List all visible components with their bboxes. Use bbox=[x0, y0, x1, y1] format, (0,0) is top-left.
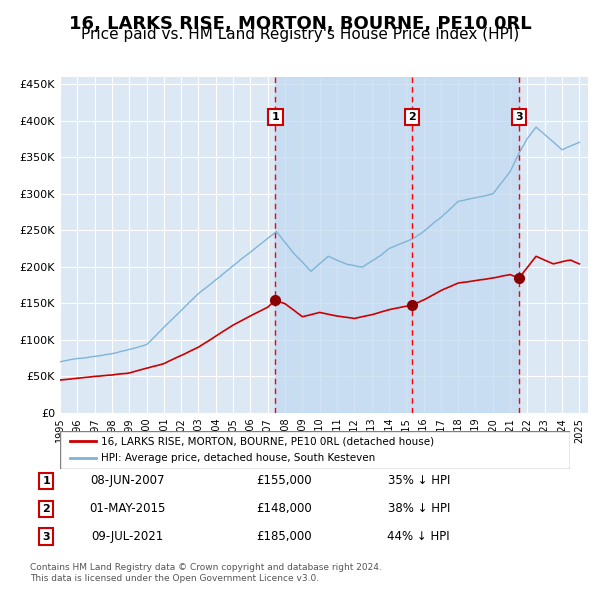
Text: 35% ↓ HPI: 35% ↓ HPI bbox=[388, 474, 450, 487]
Text: 3: 3 bbox=[515, 112, 523, 122]
Text: 16, LARKS RISE, MORTON, BOURNE, PE10 0RL (detached house): 16, LARKS RISE, MORTON, BOURNE, PE10 0RL… bbox=[101, 437, 434, 447]
Text: £185,000: £185,000 bbox=[256, 530, 311, 543]
Text: 2: 2 bbox=[43, 504, 50, 514]
Text: Contains HM Land Registry data © Crown copyright and database right 2024.
This d: Contains HM Land Registry data © Crown c… bbox=[30, 563, 382, 583]
Text: £148,000: £148,000 bbox=[256, 502, 311, 516]
Text: 09-JUL-2021: 09-JUL-2021 bbox=[91, 530, 163, 543]
FancyBboxPatch shape bbox=[60, 431, 570, 469]
Text: 1: 1 bbox=[271, 112, 279, 122]
Text: 08-JUN-2007: 08-JUN-2007 bbox=[90, 474, 164, 487]
Text: 44% ↓ HPI: 44% ↓ HPI bbox=[388, 530, 450, 543]
Text: £155,000: £155,000 bbox=[256, 474, 311, 487]
Text: 16, LARKS RISE, MORTON, BOURNE, PE10 0RL: 16, LARKS RISE, MORTON, BOURNE, PE10 0RL bbox=[68, 15, 532, 33]
Text: 2: 2 bbox=[408, 112, 416, 122]
Text: 38% ↓ HPI: 38% ↓ HPI bbox=[388, 502, 450, 516]
Text: HPI: Average price, detached house, South Kesteven: HPI: Average price, detached house, Sout… bbox=[101, 453, 375, 463]
Bar bbox=[275, 77, 519, 413]
Text: 3: 3 bbox=[43, 532, 50, 542]
Text: 1: 1 bbox=[43, 476, 50, 486]
Text: Price paid vs. HM Land Registry's House Price Index (HPI): Price paid vs. HM Land Registry's House … bbox=[81, 27, 519, 41]
Text: 01-MAY-2015: 01-MAY-2015 bbox=[89, 502, 166, 516]
